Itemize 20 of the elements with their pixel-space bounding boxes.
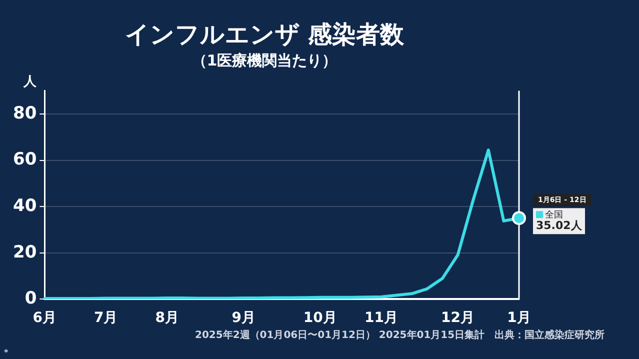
y-axis-title: 人 [22, 74, 38, 90]
x-tick-label: 1月 [507, 310, 531, 326]
x-tick-label: 10月 [303, 310, 337, 326]
x-tick-label: 7月 [94, 310, 118, 326]
text: * [4, 348, 8, 357]
data-label: 35.02人 [536, 218, 583, 232]
chart-subtitle: （1医療機関当たり） [192, 52, 338, 70]
y-tick-label: 0 [24, 288, 37, 309]
x-tick-label: 8月 [155, 310, 179, 326]
y-tick-label: 60 [12, 150, 37, 170]
y-tick-label: 80 [12, 103, 37, 124]
chart-title: インフルエンザ 感染者数 [124, 20, 406, 49]
x-tick-label: 6月 [32, 310, 57, 326]
y-tick-label: 20 [12, 242, 37, 262]
legend-label: 全国 [545, 209, 563, 220]
x-tick-label: 11月 [364, 310, 398, 326]
x-tick-label: 12月 [441, 310, 475, 326]
y-tick-label: 40 [12, 196, 37, 216]
text: 2025年2週（01月06日〜01月12日） 2025年01月15日集計 出典：国立感染症研究所 [195, 328, 605, 342]
x-tick-label: 9月 [232, 310, 256, 326]
